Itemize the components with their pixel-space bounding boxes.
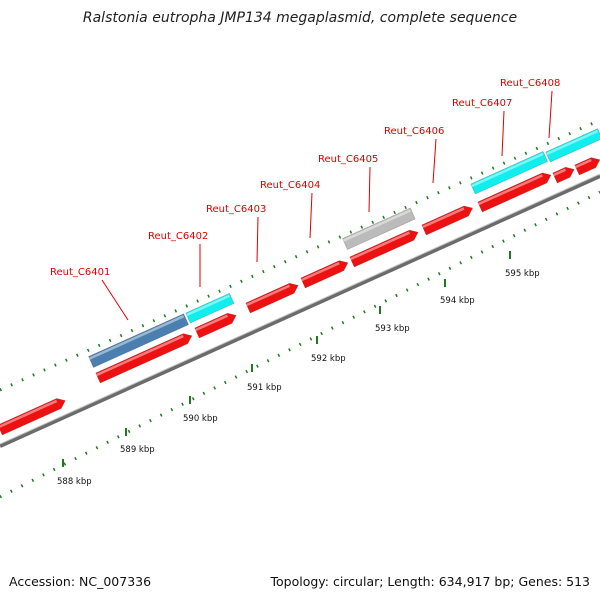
gene-label[interactable]: Reut_C6402 [148,231,208,242]
gene-leader-line [501,110,505,157]
highlight-blue-block[interactable] [88,313,189,368]
gene-leader-line [368,166,371,213]
gene-leader-line [101,279,129,321]
gene-leader-line [548,90,553,139]
gene-label[interactable]: Reut_C6408 [500,78,560,89]
cds-block-7[interactable] [421,203,475,236]
gene-label[interactable]: Reut_C6403 [206,204,266,215]
kbp-scale-label: 593 kbp [375,324,410,334]
cds-block-9[interactable] [552,164,577,184]
kbp-scale-label: 594 kbp [440,296,475,306]
cds-block-10[interactable] [574,155,600,176]
highlight-cyan-block-3[interactable] [545,128,600,163]
gene-label[interactable]: Reut_C6404 [260,180,320,191]
highlight-gray-block[interactable] [342,207,416,250]
plasmid-backbone [0,174,600,448]
gene-label[interactable]: Reut_C6401 [50,267,110,278]
map-title: Ralstonia eutropha JMP134 megaplasmid, c… [82,10,518,26]
kbp-scale-label: 590 kbp [183,414,218,424]
kbp-scale-label: 588 kbp [57,477,92,487]
cds-block-8[interactable] [477,170,554,213]
gene-label[interactable]: Reut_C6406 [384,126,444,137]
cds-block-1[interactable] [0,396,68,436]
kbp-scale-label: 595 kbp [505,269,540,279]
lower-tick-track [0,190,600,499]
cds-block-3[interactable] [194,310,239,339]
gene-leader-line [432,138,437,184]
topology-summary: Topology: circular; Length: 634,917 bp; … [270,574,591,589]
plasmid-backbone-highlight [0,173,600,445]
gene-label[interactable]: Reut_C6405 [318,154,378,165]
kbp-scale-label: 591 kbp [247,383,282,393]
accession-text: Accession: NC_007336 [9,574,152,589]
highlight-cyan-block-1[interactable] [185,292,235,324]
gene-label[interactable]: Reut_C6407 [452,98,512,109]
cds-block-2[interactable] [95,331,194,384]
highlight-cyan-block-2[interactable] [470,151,548,195]
gene-leader-line [309,192,313,239]
cds-block-5[interactable] [300,258,350,289]
cds-block-4[interactable] [245,280,301,314]
kbp-scale-label: 592 kbp [311,354,346,364]
cds-block-6[interactable] [349,227,421,268]
gene-leader-line [256,216,259,263]
kbp-scale-label: 589 kbp [120,445,155,455]
